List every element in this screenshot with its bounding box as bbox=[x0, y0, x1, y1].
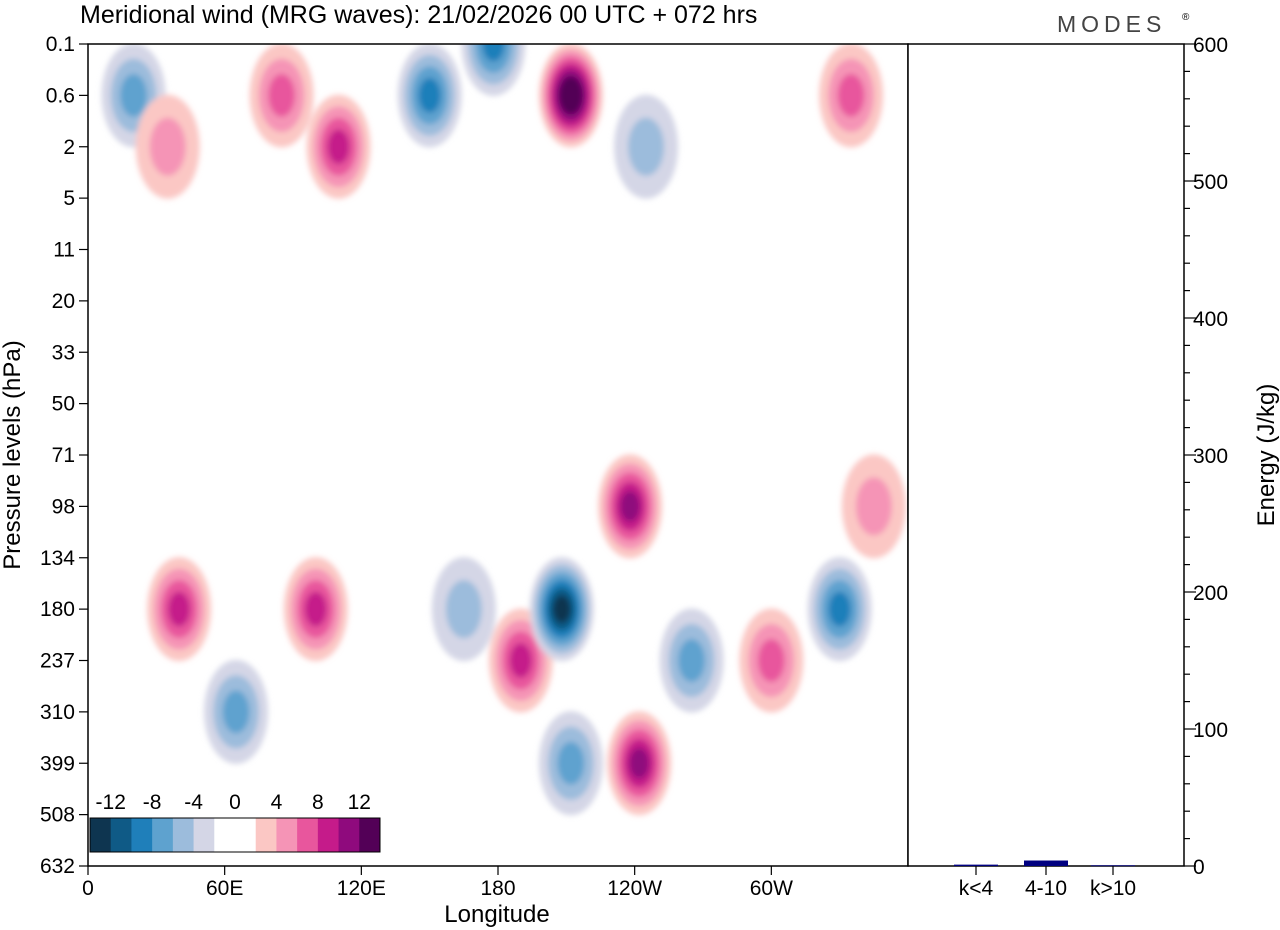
energy-bar bbox=[954, 864, 998, 866]
colorbar-cell bbox=[235, 818, 257, 852]
x-tick-label: 60E bbox=[206, 877, 243, 900]
wind-contour-1-3 bbox=[268, 74, 295, 117]
x-tick-label: 60W bbox=[750, 877, 793, 900]
energy-tick-label: 300 bbox=[1193, 445, 1228, 468]
colorbar-cell bbox=[255, 818, 277, 852]
wind-contour-20-4 bbox=[828, 591, 851, 627]
y-axis-label: Pressure levels (hPa) bbox=[0, 340, 26, 569]
colorbar-cell bbox=[172, 818, 195, 852]
colorbar-labels: -12 -8 -4 0 4 8 12 bbox=[96, 791, 371, 814]
colorbar-cell bbox=[193, 818, 215, 852]
colorbar-cell bbox=[297, 818, 319, 852]
y-tick-label: 508 bbox=[40, 804, 75, 827]
heatmap-panel: 0.1 0.6 2 5 11 20 33 50 71 98 134 180 237 310 399 508 63… bbox=[40, 33, 909, 900]
energy-category-label: k>10 bbox=[1090, 877, 1136, 900]
y-tick-label: 310 bbox=[40, 701, 75, 724]
energy-tick-label: 400 bbox=[1193, 308, 1228, 331]
energy-category-label: k<4 bbox=[959, 877, 994, 900]
colorbar-cell bbox=[359, 818, 381, 852]
colorbar-label: 4 bbox=[271, 791, 283, 814]
wind-contour-19-3 bbox=[758, 639, 785, 682]
wind-contour-9-4 bbox=[168, 591, 191, 627]
energy-bars bbox=[954, 860, 1135, 867]
wind-contour-3-4 bbox=[482, 44, 505, 62]
colorbar-cell bbox=[214, 818, 236, 852]
colorbar-cells bbox=[90, 818, 381, 852]
colorbar-cell bbox=[152, 818, 174, 852]
wind-contour-7-2 bbox=[149, 117, 186, 176]
energy-panel: 0 100 200 300 400 500 600 k<4 4-10 k>10 bbox=[907, 34, 1228, 900]
y-tick-label: 2 bbox=[63, 136, 75, 159]
wind-field bbox=[101, 44, 906, 816]
x-tick-label: 120E bbox=[337, 877, 386, 900]
pressure-axis: 0.1 0.6 2 5 11 20 33 50 71 98 134 180 237 310 399 508 63… bbox=[40, 33, 88, 878]
y-tick-label: 632 bbox=[40, 855, 75, 878]
wind-contour-12-2 bbox=[445, 580, 482, 639]
longitude-axis: 0 60E 120E 180 120W 60W bbox=[82, 866, 793, 900]
wind-contour-18-3 bbox=[678, 639, 705, 682]
energy-categories: k<4 4-10 k>10 bbox=[959, 866, 1136, 900]
colorbar-label: -4 bbox=[184, 791, 203, 814]
chart-title: Meridional wind (MRG waves): 21/02/2026 … bbox=[80, 1, 757, 29]
colorbar-frame bbox=[89, 817, 381, 853]
wind-contour-10-3 bbox=[222, 690, 250, 734]
wind-contour-2-4 bbox=[418, 77, 441, 113]
wind-contour-11-4 bbox=[304, 591, 327, 627]
y-tick-label: 98 bbox=[52, 495, 75, 518]
y-tick-label: 33 bbox=[52, 341, 75, 364]
x-tick-label: 0 bbox=[82, 877, 94, 900]
energy-tick-label: 500 bbox=[1193, 171, 1228, 194]
energy-axis-label: Energy (J/kg) bbox=[1253, 384, 1280, 527]
y-tick-label: 0.6 bbox=[46, 84, 75, 107]
x-tick-label: 180 bbox=[480, 877, 515, 900]
energy-tick-label: 200 bbox=[1193, 582, 1228, 605]
wind-contour-6-4 bbox=[327, 129, 350, 165]
y-tick-label: 11 bbox=[53, 239, 75, 262]
energy-tick-label: 0 bbox=[1193, 856, 1205, 879]
y-tick-label: 20 bbox=[52, 290, 75, 313]
colorbar-label: 0 bbox=[229, 791, 241, 814]
energy-tick-label: 100 bbox=[1193, 719, 1228, 742]
brand-registered-mark: ® bbox=[1182, 12, 1190, 23]
colorbar-label: -12 bbox=[96, 791, 126, 814]
y-tick-label: 0.1 bbox=[46, 33, 75, 56]
wind-contour-15-5 bbox=[620, 491, 640, 522]
colorbar-cell bbox=[317, 818, 340, 852]
colorbar-cell bbox=[338, 818, 360, 852]
y-tick-label: 134 bbox=[40, 547, 75, 570]
wind-contour-14-6 bbox=[553, 595, 571, 623]
energy-tick-label: 600 bbox=[1193, 34, 1228, 57]
colorbar-label: -8 bbox=[143, 791, 162, 814]
wind-contour-4-7 bbox=[562, 82, 579, 108]
energy-frame bbox=[907, 43, 1185, 867]
y-tick-label: 50 bbox=[52, 393, 75, 416]
y-tick-label: 399 bbox=[40, 752, 75, 775]
wind-contour-17-3 bbox=[557, 741, 585, 785]
y-tick-label: 237 bbox=[40, 650, 75, 673]
energy-axis: 0 100 200 300 400 500 600 bbox=[1184, 34, 1228, 879]
y-tick-label: 5 bbox=[63, 187, 75, 210]
colorbar-label: 12 bbox=[348, 791, 371, 814]
energy-bar bbox=[1024, 860, 1068, 866]
colorbar: -12 -8 -4 0 4 8 12 bbox=[89, 791, 381, 853]
wind-contour-8-2 bbox=[628, 117, 665, 176]
colorbar-cell bbox=[131, 818, 153, 852]
wind-contour-5-3 bbox=[837, 74, 865, 117]
energy-bar bbox=[1091, 865, 1135, 867]
wind-contour-0-3 bbox=[120, 74, 147, 117]
colorbar-cell bbox=[276, 818, 298, 852]
y-tick-label: 180 bbox=[40, 598, 75, 621]
colorbar-label: 8 bbox=[312, 791, 324, 814]
wind-contour-21-2 bbox=[855, 477, 892, 536]
wind-contour-13-4 bbox=[509, 643, 532, 678]
x-tick-label: 120W bbox=[607, 877, 662, 900]
brand-logo: MODES bbox=[1057, 11, 1166, 37]
x-axis-label: Longitude bbox=[444, 901, 549, 928]
wind-contour-16-5 bbox=[629, 748, 649, 779]
colorbar-cell bbox=[90, 818, 112, 852]
y-tick-label: 71 bbox=[52, 444, 75, 467]
colorbar-cell bbox=[110, 818, 132, 852]
energy-category-label: 4-10 bbox=[1025, 877, 1067, 900]
